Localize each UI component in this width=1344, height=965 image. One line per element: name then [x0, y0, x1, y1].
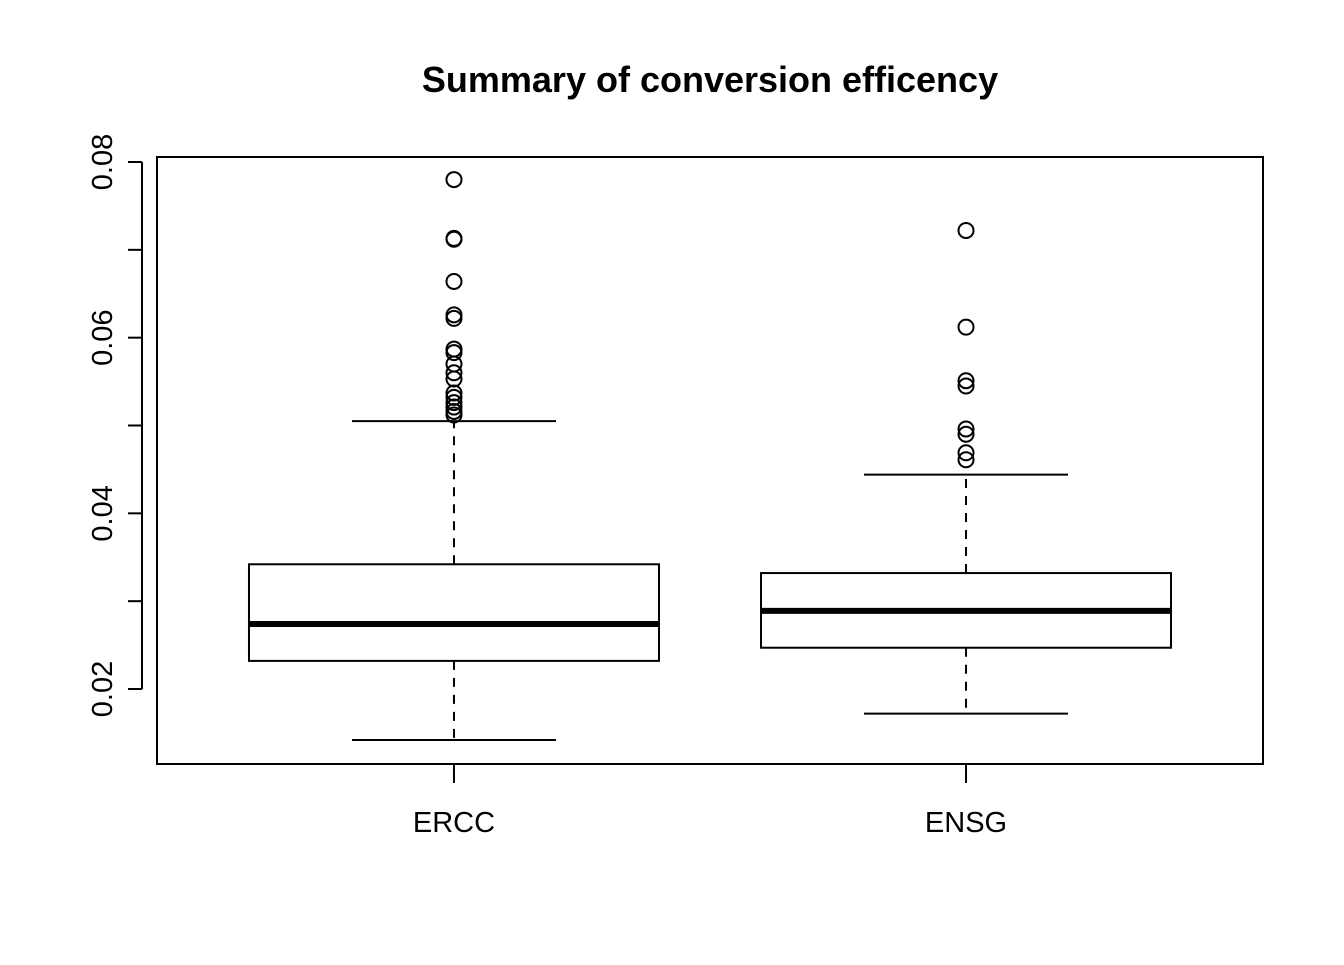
outlier-point [957, 420, 975, 438]
x-category-label: ENSG [925, 807, 1007, 839]
x-category-label: ERCC [413, 807, 495, 839]
outlier-point [445, 364, 463, 382]
y-tick-label: 0.06 [87, 309, 119, 365]
box-ensg [760, 222, 1173, 715]
outlier-point [957, 377, 975, 395]
outlier-point [445, 344, 463, 362]
outlier-point [957, 451, 975, 469]
outlier-point [957, 222, 975, 240]
y-tick-label: 0.08 [87, 134, 119, 190]
iqr-box [247, 563, 660, 662]
y-axis: 0.02 0.04 0.06 0.08 [87, 134, 143, 717]
y-tick-label: 0.02 [87, 661, 119, 717]
outlier-point [957, 372, 975, 390]
outlier-point [445, 230, 463, 248]
outlier-point [445, 394, 463, 412]
outlier-point [445, 355, 463, 373]
outlier-point [445, 340, 463, 358]
outlier-point [445, 406, 463, 424]
outlier-point [957, 318, 975, 336]
outlier-point [445, 171, 463, 189]
chart-title: Summary of conversion efficency [422, 59, 998, 100]
outlier-point [957, 425, 975, 443]
outlier-point [445, 306, 463, 324]
outlier-point [445, 309, 463, 327]
outlier-point [957, 444, 975, 462]
x-axis: ERCC ENSG [413, 764, 1007, 839]
plot-frame [156, 156, 1264, 765]
outlier-point [445, 272, 463, 290]
y-tick-label: 0.04 [87, 485, 119, 541]
box-ercc [247, 171, 660, 741]
outlier-point [445, 398, 463, 416]
boxes-layer [247, 171, 1173, 741]
